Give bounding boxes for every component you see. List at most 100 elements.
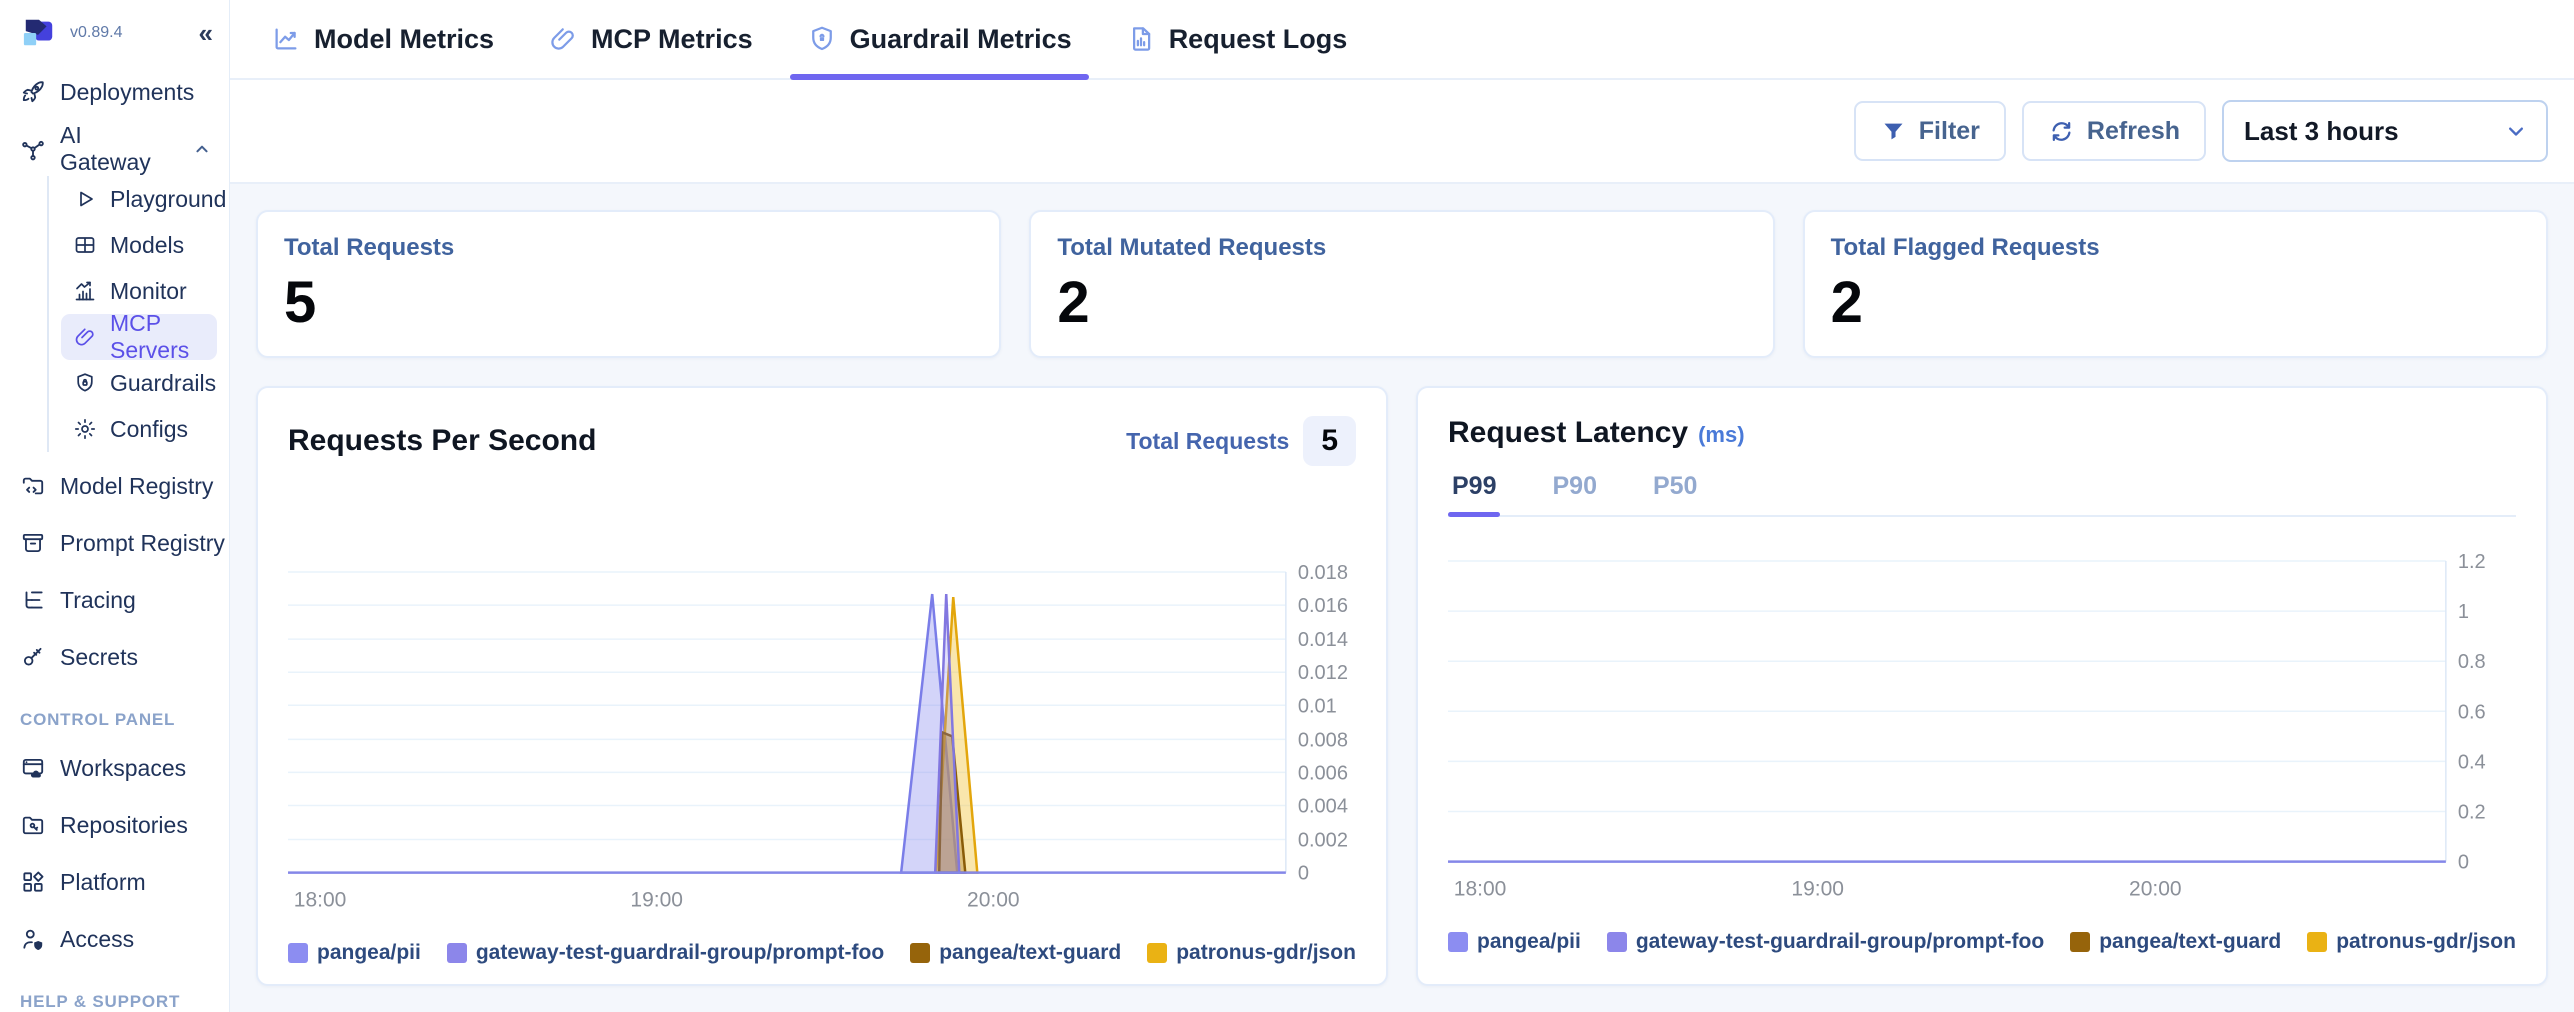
time-range-select[interactable]: Last 3 hours xyxy=(2222,100,2548,162)
legend-swatch xyxy=(1606,931,1627,952)
sidebar-item-prompt-registry[interactable]: Prompt Registry xyxy=(0,520,229,566)
sidebar-item-label: Platform xyxy=(60,868,146,895)
legend-label: pangea/text-guard xyxy=(2099,929,2282,953)
folder-key-icon xyxy=(22,816,44,835)
stat-value: 5 xyxy=(284,270,317,335)
gateway-icon xyxy=(22,140,44,161)
paperclip-icon xyxy=(75,328,94,346)
sidebar-item-tracing[interactable]: Tracing xyxy=(0,577,229,623)
folder-code-icon xyxy=(22,477,44,495)
y-tick: 1 xyxy=(2458,601,2469,623)
sidebar-item-access[interactable]: Access xyxy=(0,916,229,962)
line-chart-icon xyxy=(275,28,297,50)
legend-swatch xyxy=(1147,942,1168,963)
legend-item: patronus-gdr/json xyxy=(2307,930,2516,954)
y-tick: 0.8 xyxy=(2458,651,2486,673)
sidebar-item-repositories[interactable]: Repositories xyxy=(0,802,229,848)
rocket-icon xyxy=(22,81,44,103)
legend-swatch xyxy=(446,942,467,963)
refresh-button-label: Refresh xyxy=(2086,116,2180,145)
paperclip-icon xyxy=(551,28,574,50)
time-range-value: Last 3 hours xyxy=(2244,115,2399,146)
y-tick: 0.014 xyxy=(1298,629,1348,651)
legend-swatch xyxy=(2070,931,2091,952)
y-tick: 0.012 xyxy=(1298,662,1348,684)
y-tick: 0.002 xyxy=(1298,830,1348,852)
sidebar-item-label: Models xyxy=(110,231,185,258)
sidebar-item-label: Model Registry xyxy=(60,472,214,499)
content: Total Requests 5 Total Mutated Requests … xyxy=(230,184,2574,1012)
legend-item: pangea/text-guard xyxy=(910,941,1121,965)
control-panel-section-label: CONTROL PANEL xyxy=(20,710,176,729)
y-tick: 0.004 xyxy=(1298,795,1348,817)
gear-icon xyxy=(74,418,96,440)
legend-swatch xyxy=(910,942,931,963)
sidebar-item-workspaces[interactable]: Workspaces xyxy=(0,745,229,791)
legend-label: pangea/pii xyxy=(1477,929,1581,953)
tab-mcp-metrics[interactable]: MCP Metrics xyxy=(521,0,780,78)
top-tabbar: Model Metrics MCP Metrics Guardrail Metr… xyxy=(230,0,2574,80)
legend-item: pangea/pii xyxy=(1448,930,1581,954)
sidebar-item-label: Deployments xyxy=(60,78,195,105)
sidebar-item-ai-gateway[interactable]: AI Gateway xyxy=(0,122,229,175)
sidebar-header: v0.89.4 « xyxy=(0,0,229,58)
toolbar: Filter Refresh Last 3 hours xyxy=(230,80,2574,184)
sidebar-item-label: Repositories xyxy=(60,811,188,838)
sidebar-item-models[interactable]: Models xyxy=(61,222,217,268)
sidebar-item-secrets[interactable]: Secrets xyxy=(0,634,229,680)
sidebar-item-mcp-servers[interactable]: MCP Servers xyxy=(61,310,217,363)
sidebar-item-playground[interactable]: Playground xyxy=(61,176,226,222)
sidebar-item-monitor[interactable]: Monitor xyxy=(61,268,217,314)
filter-button[interactable]: Filter xyxy=(1853,101,2006,161)
tab-p50[interactable]: P50 xyxy=(1652,472,1698,500)
sidebar-item-platform[interactable]: Platform xyxy=(0,859,229,905)
legend-swatch xyxy=(2307,931,2328,952)
main-area: Model Metrics MCP Metrics Guardrail Metr… xyxy=(230,0,2574,1012)
rps-plot: 0.018 0.016 0.014 0.012 0.01 0.008 0.006… xyxy=(288,556,1356,965)
rps-total-label: Total Requests xyxy=(1126,427,1290,454)
table-icon xyxy=(75,237,95,253)
list-tree-icon xyxy=(25,591,43,609)
x-tick: 20:00 xyxy=(967,889,1020,912)
sidebar-item-model-registry[interactable]: Model Registry xyxy=(0,463,229,509)
stats-row: Total Requests 5 Total Mutated Requests … xyxy=(256,210,2548,358)
percentile-tabs: P99 P90 P50 xyxy=(1448,472,2516,517)
sidebar-item-deployments[interactable]: Deployments xyxy=(0,69,229,115)
x-tick: 18:00 xyxy=(294,889,347,912)
rps-total-badge: 5 xyxy=(1303,416,1356,466)
tab-request-logs[interactable]: Request Logs xyxy=(1099,0,1375,78)
rps-chart-svg: 0.018 0.016 0.014 0.012 0.01 0.008 0.006… xyxy=(288,562,1348,912)
sidebar-item-label: Prompt Registry xyxy=(60,529,225,556)
key-icon xyxy=(23,647,42,666)
window-cloud-icon xyxy=(22,758,44,778)
tab-model-metrics[interactable]: Model Metrics xyxy=(244,0,521,78)
sidebar: v0.89.4 « Deployments AI Gateway Playgro… xyxy=(0,0,230,1012)
y-tick: 0 xyxy=(2458,852,2469,874)
tab-label: Guardrail Metrics xyxy=(849,23,1072,54)
sidebar-item-configs[interactable]: Configs xyxy=(61,406,217,452)
legend-label: pangea/text-guard xyxy=(939,940,1122,964)
legend-label: gateway-test-guardrail-group/prompt-foo xyxy=(475,940,885,964)
sidebar-item-guardrails[interactable]: Guardrails xyxy=(61,360,217,406)
y-tick: 1.2 xyxy=(2458,551,2486,573)
stat-card-total-mutated-requests: Total Mutated Requests 2 xyxy=(1029,210,1775,358)
filter-button-label: Filter xyxy=(1918,116,1980,145)
tab-label: Model Metrics xyxy=(314,23,495,54)
stat-card-total-flagged-requests: Total Flagged Requests 2 xyxy=(1802,210,2548,358)
stat-value: 2 xyxy=(1057,270,1090,335)
tab-p99[interactable]: P99 xyxy=(1448,472,1501,517)
file-chart-icon xyxy=(1132,27,1150,51)
sidebar-item-label: Configs xyxy=(110,415,188,442)
sidebar-collapse-icon[interactable]: « xyxy=(198,18,213,48)
tab-guardrail-metrics[interactable]: Guardrail Metrics xyxy=(780,0,1099,80)
y-tick: 0.008 xyxy=(1298,729,1348,751)
sidebar-item-label: Tracing xyxy=(60,586,136,613)
legend-item: gateway-test-guardrail-group/prompt-foo xyxy=(1606,930,2044,954)
tab-p90[interactable]: P90 xyxy=(1552,472,1597,500)
latency-chart-svg: 1.2 1 0.8 0.6 0.4 0.2 0 18:00 19:00 20:0… xyxy=(1448,551,2486,901)
chevron-up-icon[interactable] xyxy=(191,138,213,160)
refresh-button[interactable]: Refresh xyxy=(2021,101,2206,161)
stat-card-total-requests: Total Requests 5 xyxy=(256,210,1002,358)
sidebar-item-label: Access xyxy=(60,925,135,952)
y-tick: 0.016 xyxy=(1298,595,1348,617)
